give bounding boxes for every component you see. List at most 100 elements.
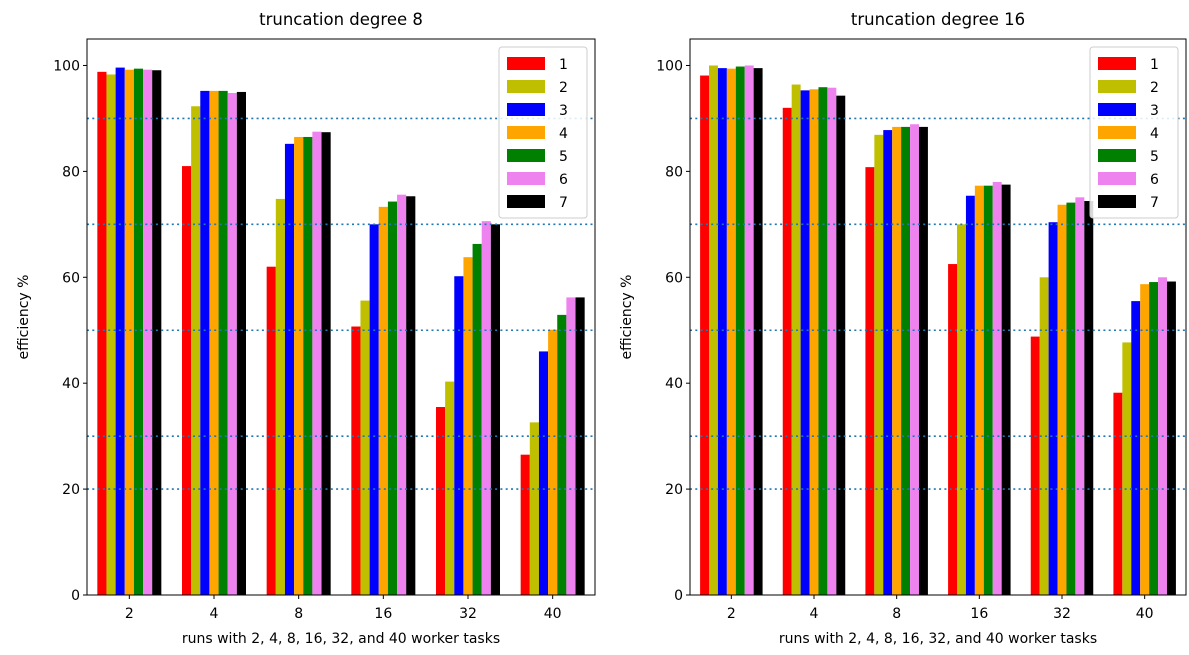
bar-series-7-cat-32 <box>1084 201 1094 595</box>
legend-label-4: 4 <box>1150 126 1159 142</box>
y-tick-label: 20 <box>62 482 80 498</box>
y-axis-label: efficiency % <box>619 275 635 360</box>
legend-swatch-5 <box>1098 149 1136 162</box>
bar-series-2-cat-4 <box>791 84 801 595</box>
bar-series-1-cat-32 <box>436 407 446 595</box>
bar-series-3-cat-40 <box>538 351 549 595</box>
bar-series-1-cat-40 <box>520 454 530 595</box>
bar-series-7-cat-2 <box>152 70 162 596</box>
bar-series-2-cat-2 <box>709 65 718 596</box>
bar-series-4-cat-4 <box>209 90 219 595</box>
legend-swatch-2 <box>507 80 545 93</box>
bar-series-4-cat-8 <box>294 136 304 595</box>
legend-label-2: 2 <box>1150 80 1159 96</box>
bar-series-7-cat-16 <box>1001 184 1011 595</box>
x-tick-label: 16 <box>970 606 988 622</box>
bar-series-3-cat-32 <box>1048 222 1058 595</box>
legend-label-6: 6 <box>1150 172 1159 188</box>
x-tick-label: 8 <box>892 606 901 622</box>
bar-series-3-cat-2 <box>717 68 727 596</box>
bar-series-5-cat-2 <box>735 66 745 596</box>
legend-label-2: 2 <box>559 80 568 96</box>
legend-swatch-6 <box>1098 172 1136 185</box>
bar-series-6-cat-8 <box>910 124 919 595</box>
bar-series-1-cat-16 <box>948 264 958 595</box>
bar-series-2-cat-8 <box>275 198 285 596</box>
bar-series-3-cat-4 <box>800 90 810 596</box>
bar-series-6-cat-4 <box>227 93 237 595</box>
bar-series-6-cat-2 <box>143 69 153 595</box>
y-tick-label: 80 <box>62 164 80 180</box>
x-axis-label: runs with 2, 4, 8, 16, 32, and 40 worker… <box>779 631 1097 647</box>
y-tick-label: 0 <box>674 588 683 604</box>
legend-label-4: 4 <box>559 126 568 142</box>
x-tick-label: 4 <box>210 606 219 622</box>
bar-series-5-cat-2 <box>133 68 144 595</box>
bar-series-2-cat-2 <box>106 74 116 596</box>
legend-swatch-4 <box>1098 126 1136 139</box>
x-tick-label: 4 <box>810 606 819 622</box>
bar-series-5-cat-40 <box>557 314 567 595</box>
legend-label-3: 3 <box>1150 103 1159 119</box>
bar-series-3-cat-8 <box>284 143 295 595</box>
legend-label-6: 6 <box>559 172 568 188</box>
axes-frame <box>86 38 596 596</box>
bar-series-6-cat-16 <box>397 194 407 595</box>
legend-swatch-7 <box>507 195 545 208</box>
legend-swatch-3 <box>1098 103 1136 116</box>
bar-series-4-cat-40 <box>1140 284 1150 595</box>
bar-series-7-cat-4 <box>236 91 246 595</box>
legend-swatch-3 <box>507 103 545 116</box>
bar-series-5-cat-8 <box>901 126 911 596</box>
y-tick-label: 0 <box>71 588 80 604</box>
legend-label-3: 3 <box>559 103 568 119</box>
bar-series-4-cat-32 <box>1057 204 1067 596</box>
x-tick-label: 32 <box>459 606 477 622</box>
bar-series-6-cat-40 <box>566 297 576 595</box>
bar-series-5-cat-40 <box>1149 282 1159 595</box>
bar-series-3-cat-16 <box>965 195 975 596</box>
bar-series-1-cat-16 <box>351 326 361 595</box>
axes-frame <box>689 38 1187 596</box>
bar-series-1-cat-8 <box>266 266 276 595</box>
x-tick-label: 40 <box>544 606 562 622</box>
bar-series-6-cat-4 <box>827 87 837 595</box>
bar-series-7-cat-40 <box>575 297 585 595</box>
x-tick-label: 2 <box>125 606 134 622</box>
legend-swatch-2 <box>1098 80 1136 93</box>
bar-series-1-cat-2 <box>97 71 107 595</box>
bar-series-1-cat-4 <box>182 166 192 595</box>
legend: 1 2 3 4 5 6 7 <box>1089 46 1179 219</box>
bar-series-3-cat-2 <box>115 67 125 596</box>
legend-swatch-1 <box>507 57 545 70</box>
bar-series-5-cat-32 <box>472 243 482 595</box>
bar-series-4-cat-2 <box>124 69 134 595</box>
bar-series-6-cat-8 <box>312 131 322 596</box>
bar-series-3-cat-4 <box>200 90 210 595</box>
legend-label-5: 5 <box>559 149 568 165</box>
bar-series-2-cat-16 <box>360 300 370 595</box>
bar-series-5-cat-4 <box>818 87 828 595</box>
legend-swatch-6 <box>507 172 545 185</box>
y-tick-label: 60 <box>665 270 683 286</box>
y-tick-label: 40 <box>62 376 80 392</box>
chart-title: truncation degree 8 <box>259 10 423 29</box>
y-tick-label: 40 <box>665 376 683 392</box>
y-tick-label: 100 <box>656 58 683 74</box>
bar-series-5-cat-8 <box>303 136 313 595</box>
legend-swatch-5 <box>507 149 545 162</box>
bar-series-2-cat-40 <box>529 422 539 595</box>
bar-series-2-cat-4 <box>191 106 201 595</box>
bar-series-5-cat-32 <box>1066 202 1076 595</box>
y-axis-label: efficiency % <box>16 275 32 360</box>
bar-series-6-cat-32 <box>481 221 491 595</box>
bar-series-3-cat-40 <box>1131 301 1141 595</box>
chart-title: truncation degree 16 <box>851 10 1025 29</box>
bar-series-1-cat-40 <box>1113 392 1123 595</box>
bar-series-7-cat-40 <box>1166 281 1176 595</box>
bar-series-2-cat-32 <box>1039 277 1049 595</box>
bar-series-3-cat-8 <box>883 130 893 595</box>
